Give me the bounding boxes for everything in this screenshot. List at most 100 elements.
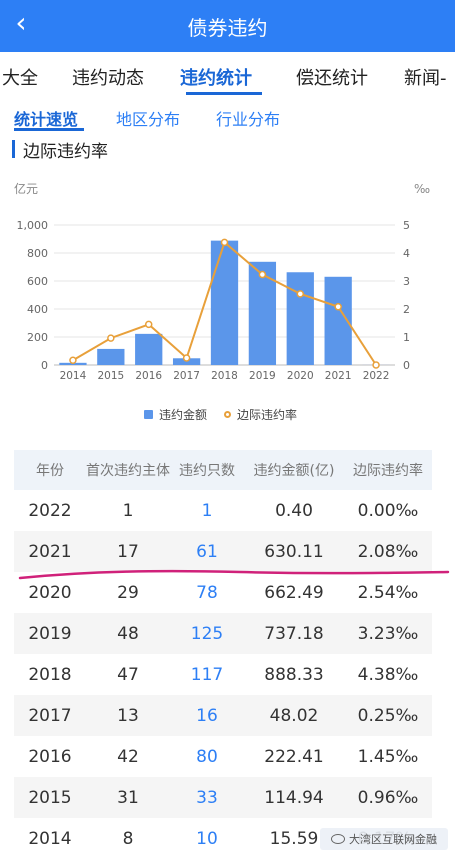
right-axis-unit: ‰ — [414, 182, 430, 196]
wechat-icon — [331, 834, 345, 844]
y-right-tick: 2 — [403, 303, 410, 316]
y-right-tick: 0 — [403, 359, 410, 372]
rate-point-2019 — [258, 270, 267, 279]
x-tick: 2019 — [249, 370, 276, 382]
rate-point-2018 — [220, 238, 229, 247]
y-left-tick: 800 — [27, 247, 48, 260]
tab-default-stats[interactable]: 违约统计 — [180, 68, 252, 89]
cell-bond-count-link[interactable]: 78 — [196, 582, 218, 603]
table-row: 2015 31 33 114.94 0.96‰ — [14, 777, 432, 818]
cell-year: 2022 — [28, 500, 72, 521]
stats-table: 年份 首次违约主体 违约只数 违约金额(亿) 边际违约率 2022 1 1 0.… — [14, 450, 432, 859]
cell-first-default: 48 — [117, 623, 139, 644]
cell-rate: 0.00‰ — [357, 500, 419, 521]
y-right-tick: 3 — [403, 275, 410, 288]
cell-amount: 737.18 — [264, 623, 324, 644]
cell-first-default: 42 — [117, 746, 139, 767]
cell-rate: 3.23‰ — [357, 623, 419, 644]
table-row: 2018 47 117 888.33 4.38‰ — [14, 654, 432, 695]
subtab-summary[interactable]: 统计速览 — [14, 110, 79, 129]
legend-item-amount[interactable]: 违约金额 — [144, 406, 207, 423]
tab-repayment-stats[interactable]: 偿还统计 — [296, 68, 368, 89]
app-header: ‹ 债券违约 — [0, 0, 455, 52]
rate-point-2016 — [144, 320, 153, 329]
table-row: 2022 1 1 0.40 0.00‰ — [14, 490, 432, 531]
cell-bond-count-link[interactable]: 80 — [196, 746, 218, 767]
header-first-default: 首次违约主体 — [86, 463, 170, 479]
table-row: 2016 42 80 222.41 1.45‰ — [14, 736, 432, 777]
default-chart: 亿元 ‰ 0 200 400 600 800 1,000 0 1 2 3 4 5 2014 2015 2016 2… — [14, 181, 430, 382]
bar-2015 — [97, 348, 125, 365]
x-tick: 2021 — [325, 370, 352, 382]
section-marker — [12, 140, 15, 158]
legend-label: 违约金额 — [159, 408, 208, 422]
header-bond-count: 违约只数 — [179, 463, 235, 479]
cell-bond-count-link[interactable]: 125 — [190, 623, 224, 644]
cell-year: 2018 — [28, 664, 72, 685]
legend-label: 边际违约率 — [237, 408, 298, 422]
y-left-tick: 200 — [27, 331, 48, 344]
pen-annotation — [18, 569, 450, 580]
x-tick: 2015 — [97, 370, 124, 382]
y-right-tick: 5 — [403, 219, 410, 232]
cell-amount: 48.02 — [269, 705, 319, 726]
table-row: 2017 13 16 48.02 0.25‰ — [14, 695, 432, 736]
chart-legend: 违约金额 边际违约率 — [0, 404, 455, 424]
watermark: 大湾区互联网金融 — [320, 828, 448, 850]
bar-2018 — [210, 240, 239, 365]
legend-item-rate[interactable]: 边际违约率 — [224, 406, 297, 423]
x-tick: 2014 — [60, 370, 87, 382]
cell-rate: 0.96‰ — [357, 787, 419, 808]
cell-bond-count-link[interactable]: 16 — [196, 705, 218, 726]
cell-year: 2015 — [28, 787, 72, 808]
cell-year: 2016 — [28, 746, 72, 767]
cell-rate: 0.25‰ — [357, 705, 419, 726]
active-subtab-indicator — [14, 128, 84, 131]
cell-year: 2017 — [28, 705, 72, 726]
cell-amount: 888.33 — [264, 664, 324, 685]
cell-bond-count-link[interactable]: 117 — [190, 664, 224, 685]
page-title: 债券违约 — [187, 16, 268, 40]
section-heading: 边际违约率 — [12, 138, 108, 162]
x-tick: 2016 — [135, 370, 162, 382]
y-left-tick: 0 — [41, 359, 48, 372]
y-right-tick: 4 — [403, 247, 410, 260]
cell-rate: 2.54‰ — [357, 582, 419, 603]
cell-amount: 114.94 — [264, 787, 324, 808]
y-right-tick: 1 — [403, 331, 410, 344]
header-amount: 违约金额(亿) — [253, 463, 335, 479]
rate-point-2015 — [107, 334, 115, 342]
cell-first-default: 13 — [117, 705, 139, 726]
subtab-industry[interactable]: 行业分布 — [216, 110, 281, 129]
cell-first-default: 47 — [117, 664, 139, 685]
x-tick: 2022 — [363, 370, 390, 382]
cell-bond-count-link[interactable]: 10 — [196, 828, 218, 849]
tab-news[interactable]: 新闻- — [404, 68, 447, 89]
tab-overview[interactable]: 大全 — [2, 68, 38, 89]
cell-year: 2020 — [28, 582, 72, 603]
cell-bond-count-link[interactable]: 61 — [196, 541, 218, 562]
bar-swatch-icon — [144, 410, 153, 419]
subtab-region[interactable]: 地区分布 — [116, 110, 181, 129]
y-left-tick: 400 — [27, 303, 48, 316]
rate-point-2014 — [69, 356, 77, 364]
x-tick: 2020 — [287, 370, 314, 382]
cell-amount: 222.41 — [264, 746, 324, 767]
rate-point-2022 — [372, 361, 380, 369]
header-year: 年份 — [36, 463, 64, 479]
cell-year: 2014 — [28, 828, 72, 849]
section-title: 边际违约率 — [23, 141, 108, 162]
cell-bond-count-link[interactable]: 1 — [201, 500, 213, 521]
circle-swatch-icon — [224, 411, 231, 418]
table-row: 2021 17 61 630.11 2.08‰ — [14, 531, 432, 572]
cell-bond-count-link[interactable]: 33 — [196, 787, 218, 808]
cell-rate: 2.08‰ — [357, 541, 419, 562]
cell-first-default: 31 — [117, 787, 139, 808]
tab-default-news[interactable]: 违约动态 — [72, 68, 144, 89]
sub-tabs: 统计速览 地区分布 行业分布 — [0, 100, 455, 132]
cell-first-default: 1 — [122, 500, 134, 521]
bar-2016 — [135, 333, 163, 365]
bar-2020 — [286, 272, 314, 365]
back-button[interactable]: ‹ — [6, 8, 36, 38]
table-row: 2019 48 125 737.18 3.23‰ — [14, 613, 432, 654]
